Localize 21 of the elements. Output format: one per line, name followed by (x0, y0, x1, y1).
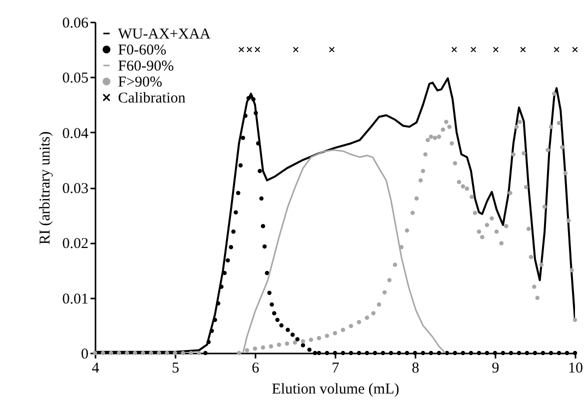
legend-label: Calibration (118, 90, 186, 106)
y-axis-title: RI (arbitrary units) (37, 131, 54, 245)
legend-label: WU-AX+XAA (118, 26, 211, 42)
legend-label: F60-90% (118, 58, 174, 74)
legend-label: F0-60% (118, 42, 166, 58)
y-tick-label: 0.03 (62, 181, 88, 197)
x-tick-label: 9 (492, 360, 500, 376)
x-tick-label: 6 (252, 360, 260, 376)
y-tick-label: 0 (81, 346, 88, 362)
x-axis-title: Elution volume (mL) (272, 382, 400, 398)
y-tick-label: 0.05 (62, 70, 88, 87)
x-tick-label: 5 (172, 360, 180, 376)
y-tick-label: 0.01 (62, 291, 88, 308)
y-tick-label: 0.06 (62, 16, 89, 32)
x-tick-label: 8 (412, 360, 420, 376)
x-tick-label: 10 (568, 360, 583, 376)
x-tick-label: 7 (332, 360, 340, 376)
x-tick-label: 4 (92, 360, 100, 376)
y-tick-label: 0.04 (62, 126, 89, 142)
legend-label: F>90% (118, 74, 162, 90)
y-tick-label: 0.02 (62, 236, 88, 252)
